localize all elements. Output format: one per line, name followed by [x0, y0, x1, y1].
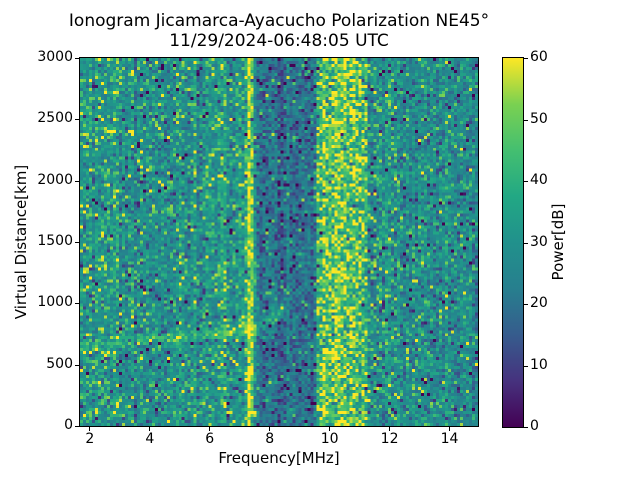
colorbar-tick-mark: [524, 119, 528, 121]
x-tick-mark: [209, 427, 211, 431]
colorbar-tick-label: 50: [530, 110, 548, 127]
x-tick-label: 10: [320, 431, 339, 447]
y-tick-label: 2500: [37, 110, 73, 127]
y-tick-label: 2000: [37, 171, 73, 188]
colorbar-tick-label: 40: [530, 172, 548, 188]
colorbar-label: Power[dB]: [549, 203, 567, 281]
y-tick-mark: [75, 180, 79, 182]
y-tick-mark: [75, 119, 79, 121]
x-tick-mark: [389, 427, 391, 431]
x-tick-mark: [89, 427, 91, 431]
colorbar-tick-label: 30: [530, 233, 548, 250]
colorbar-tick-mark: [524, 242, 528, 244]
colorbar-tick-mark: [524, 427, 528, 428]
x-tick-mark: [269, 427, 271, 431]
y-tick-label: 1000: [37, 294, 73, 311]
x-tick-mark: [449, 427, 451, 431]
colorbar-tick-mark: [524, 304, 528, 305]
chart-subtitle: 11/29/2024-06:48:05 UTC: [169, 30, 389, 51]
x-tick-mark: [149, 427, 151, 431]
y-tick-label: 500: [46, 355, 73, 372]
y-tick-mark: [75, 242, 79, 243]
y-tick-mark: [75, 426, 79, 427]
colorbar: [502, 57, 524, 428]
x-tick-label: 8: [265, 431, 275, 447]
x-axis-label: Frequency[MHz]: [218, 449, 340, 467]
y-tick-label: 1500: [37, 233, 73, 249]
x-tick-label: 6: [205, 431, 215, 447]
colorbar-tick-label: 60: [530, 49, 548, 65]
colorbar-tick-mark: [524, 181, 528, 182]
chart-title-block: Ionogram Jicamarca-Ayacucho Polarization…: [40, 11, 518, 51]
colorbar-tick-mark: [524, 365, 528, 367]
y-tick-mark: [75, 58, 79, 59]
x-tick-label: 4: [145, 431, 155, 447]
y-tick-mark: [75, 364, 79, 366]
ionogram-heatmap: [80, 58, 478, 426]
colorbar-tick-label: 10: [530, 356, 548, 373]
chart-title: Ionogram Jicamarca-Ayacucho Polarization…: [68, 11, 490, 31]
y-tick-label: 3000: [37, 49, 73, 65]
colorbar-tick-label: 20: [530, 295, 548, 311]
y-tick-label: 0: [64, 417, 73, 433]
x-tick-label: 14: [440, 431, 459, 447]
colorbar-tick-mark: [524, 58, 528, 59]
colorbar-tick-label: 0: [530, 418, 539, 434]
y-tick-mark: [75, 303, 79, 305]
x-tick-label: 2: [85, 431, 95, 447]
x-tick-label: 12: [380, 431, 399, 447]
x-tick-mark: [329, 427, 331, 431]
